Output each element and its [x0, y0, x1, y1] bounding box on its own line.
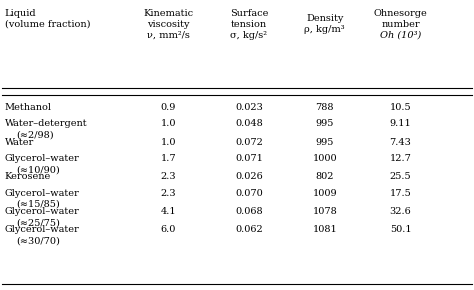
Text: 10.5: 10.5 [390, 103, 411, 112]
Text: 25.5: 25.5 [390, 172, 411, 181]
Text: 1009: 1009 [312, 189, 337, 198]
Text: ν, mm²/s: ν, mm²/s [147, 31, 190, 40]
Text: 0.062: 0.062 [235, 225, 263, 234]
Text: 12.7: 12.7 [390, 154, 411, 163]
Text: (volume fraction): (volume fraction) [5, 20, 90, 29]
Text: Glycerol–water: Glycerol–water [5, 189, 80, 198]
Text: Liquid: Liquid [5, 9, 36, 18]
Text: ρ, kg/m³: ρ, kg/m³ [304, 25, 345, 34]
Text: Glycerol–water: Glycerol–water [5, 207, 80, 216]
Text: Water–detergent: Water–detergent [5, 119, 87, 128]
Text: Methanol: Methanol [5, 103, 52, 112]
Text: Glycerol–water: Glycerol–water [5, 225, 80, 234]
Text: 1.0: 1.0 [161, 119, 176, 128]
Text: 6.0: 6.0 [161, 225, 176, 234]
Text: 1.0: 1.0 [161, 138, 176, 147]
Text: Glycerol–water: Glycerol–water [5, 154, 80, 163]
Text: 32.6: 32.6 [390, 207, 411, 216]
Text: 50.1: 50.1 [390, 225, 411, 234]
Text: 7.43: 7.43 [390, 138, 411, 147]
Text: Kerosene: Kerosene [5, 172, 51, 181]
Text: 995: 995 [316, 138, 334, 147]
Text: Oh (10³): Oh (10³) [380, 31, 421, 40]
Text: 788: 788 [315, 103, 334, 112]
Text: (≈30/70): (≈30/70) [17, 236, 61, 245]
Text: 1078: 1078 [312, 207, 337, 216]
Text: 1.7: 1.7 [161, 154, 176, 163]
Text: 17.5: 17.5 [390, 189, 411, 198]
Text: 0.026: 0.026 [235, 172, 263, 181]
Text: (≈2/98): (≈2/98) [17, 130, 54, 139]
Text: Surface: Surface [230, 9, 268, 18]
Text: 995: 995 [316, 119, 334, 128]
Text: number: number [381, 20, 420, 29]
Text: tension: tension [231, 20, 267, 29]
Text: 1000: 1000 [312, 154, 337, 163]
Text: 2.3: 2.3 [161, 172, 176, 181]
Text: 0.023: 0.023 [235, 103, 263, 112]
Text: Water: Water [5, 138, 34, 147]
Text: 2.3: 2.3 [161, 189, 176, 198]
Text: 1081: 1081 [312, 225, 337, 234]
Text: Ohnesorge: Ohnesorge [374, 9, 428, 18]
Text: Kinematic: Kinematic [143, 9, 193, 18]
Text: 0.9: 0.9 [161, 103, 176, 112]
Text: 0.072: 0.072 [235, 138, 263, 147]
Text: 802: 802 [315, 172, 334, 181]
Text: 9.11: 9.11 [390, 119, 411, 128]
Text: σ, kg/s²: σ, kg/s² [230, 31, 267, 40]
Text: viscosity: viscosity [147, 20, 190, 29]
Text: 0.048: 0.048 [235, 119, 263, 128]
Text: (≈15/85): (≈15/85) [17, 200, 60, 209]
Text: 0.068: 0.068 [235, 207, 263, 216]
Text: 4.1: 4.1 [161, 207, 176, 216]
Text: Density: Density [306, 14, 343, 23]
Text: (≈10/90): (≈10/90) [17, 165, 60, 174]
Text: (≈25/75): (≈25/75) [17, 218, 61, 227]
Text: 0.070: 0.070 [235, 189, 263, 198]
Text: 0.071: 0.071 [235, 154, 263, 163]
